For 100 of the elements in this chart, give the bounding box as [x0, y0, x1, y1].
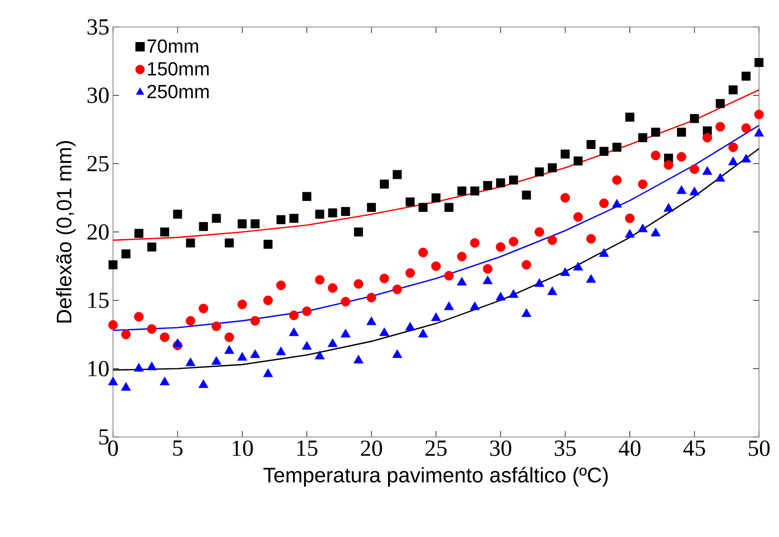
point: [186, 238, 196, 248]
point: [548, 163, 557, 172]
point: [212, 322, 222, 332]
point: [599, 248, 609, 257]
point: [354, 228, 363, 236]
point: [444, 202, 454, 212]
point: [754, 128, 764, 137]
point: [599, 198, 609, 208]
point: [198, 222, 208, 231]
point: [315, 210, 324, 219]
point: [482, 276, 493, 284]
point: [638, 133, 648, 142]
point: [108, 260, 118, 270]
point: [302, 341, 312, 350]
point: [121, 330, 131, 340]
point: [702, 166, 712, 175]
point: [250, 349, 260, 358]
point: [496, 178, 506, 188]
point: [522, 308, 532, 317]
point: [689, 186, 700, 196]
point: [431, 312, 441, 322]
point: [405, 322, 416, 331]
point: [560, 150, 570, 159]
point: [340, 296, 350, 306]
point: [134, 228, 144, 238]
x-tick-label: 40: [618, 440, 640, 456]
x-tick-label: 45: [683, 440, 706, 456]
point: [238, 219, 247, 228]
point: [237, 352, 248, 361]
point: [405, 268, 415, 278]
point: [716, 99, 725, 108]
point: [741, 154, 752, 162]
point: [392, 284, 402, 294]
point: [676, 185, 686, 194]
point: [690, 164, 700, 174]
point: [328, 283, 338, 293]
point: [496, 242, 506, 252]
point: [509, 176, 518, 185]
point: [160, 332, 170, 342]
point: [224, 345, 234, 354]
point: [264, 240, 273, 249]
point: [302, 306, 312, 316]
point: [288, 327, 299, 336]
point: [560, 193, 570, 203]
point: [650, 150, 660, 160]
point: [366, 292, 376, 302]
y-tick-label: 15: [88, 292, 109, 308]
point: [456, 276, 467, 286]
point: [676, 152, 686, 162]
point: [418, 328, 428, 338]
point: [120, 382, 131, 391]
point: [250, 219, 260, 228]
point: [134, 362, 144, 372]
point: [534, 278, 544, 287]
point: [728, 156, 738, 166]
point: [728, 85, 738, 94]
point: [573, 212, 583, 222]
legend-label: 250mm: [147, 84, 209, 98]
point: [432, 193, 440, 202]
point: [186, 316, 196, 326]
point: [586, 234, 596, 244]
point: [108, 320, 118, 330]
x-tick-label: 50: [748, 440, 770, 456]
point: [548, 235, 558, 245]
point: [677, 128, 686, 137]
point: [250, 316, 260, 326]
x-tick-label: 30: [490, 440, 512, 456]
point: [482, 264, 492, 274]
point: [664, 203, 674, 212]
point: [573, 262, 584, 270]
point: [224, 238, 234, 248]
point: [211, 356, 222, 365]
point: [508, 236, 518, 246]
point: [612, 198, 622, 208]
point: [406, 197, 415, 206]
point: [574, 156, 583, 166]
point: [237, 300, 247, 310]
point: [522, 190, 531, 200]
point: [702, 132, 712, 142]
point: [380, 274, 390, 284]
point: [715, 122, 726, 132]
point: [664, 160, 674, 170]
point: [289, 214, 298, 223]
point: [741, 123, 751, 133]
point: [496, 292, 506, 301]
point: [470, 238, 480, 248]
point: [354, 279, 364, 289]
x-axis-title: Temperatura pavimento asfáltico (ºC): [263, 466, 608, 487]
y-tick-label: 35: [88, 19, 109, 35]
point: [534, 227, 544, 237]
point: [276, 346, 286, 356]
point: [121, 249, 130, 258]
point: [392, 170, 402, 180]
point: [160, 376, 170, 386]
point: [198, 304, 208, 314]
x-tick-label: 15: [297, 440, 318, 456]
point: [651, 128, 660, 137]
point: [186, 358, 196, 366]
point: [134, 312, 144, 322]
point: [108, 376, 118, 386]
